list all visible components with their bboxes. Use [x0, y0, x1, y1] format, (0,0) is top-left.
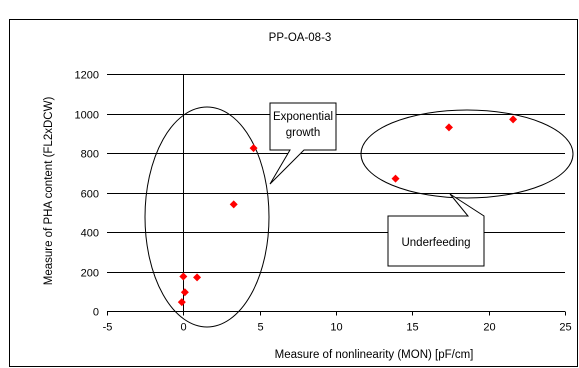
- chart-title: PP-OA-08-3: [269, 32, 332, 44]
- x-tick-labels: -5 0 5 10 15 20 25: [103, 322, 572, 334]
- axes: [107, 74, 566, 316]
- y-tick-label: 0: [93, 307, 99, 319]
- y-tick-label: 600: [81, 189, 99, 201]
- data-point: [180, 288, 189, 297]
- y-axis-label: Measure of PHA content (FL2xDCW): [43, 97, 55, 286]
- data-point: [249, 144, 258, 153]
- data-point: [229, 200, 238, 209]
- x-tick-label: 20: [483, 322, 495, 334]
- y-tick-label: 200: [81, 268, 99, 280]
- data-point: [193, 273, 202, 282]
- underfeeding-callout-text: Underfeeding: [401, 237, 470, 249]
- x-tick-label: 0: [180, 322, 186, 334]
- x-tick-label: 25: [559, 322, 571, 334]
- data-point: [391, 174, 400, 183]
- underfeeding-callout: [387, 193, 485, 267]
- growth-ellipse: [144, 106, 270, 328]
- y-tick-label: 400: [81, 228, 99, 240]
- y-tick-label: 800: [81, 149, 99, 161]
- data-points: [177, 115, 518, 307]
- y-tick-labels: 0 200 400 600 800 1000 1200: [75, 70, 99, 319]
- growth-callout-line-2: growth: [286, 127, 321, 139]
- x-tick-label: 15: [406, 322, 418, 334]
- y-tick-label: 1200: [75, 70, 99, 82]
- growth-callout-line-1: Exponential: [273, 111, 333, 123]
- x-tick-label: -5: [103, 322, 113, 334]
- x-axis-label: Measure of nonlinearity (MON) [pF/cm]: [275, 349, 474, 361]
- underfeeding-ellipse: [360, 109, 574, 199]
- y-tick-label: 1000: [75, 110, 99, 122]
- growth-callout: [269, 102, 337, 185]
- data-point: [177, 298, 186, 307]
- data-point: [179, 272, 188, 281]
- data-point: [444, 123, 453, 132]
- x-tick-label: 10: [330, 322, 342, 334]
- data-point: [509, 115, 518, 124]
- x-tick-label: 5: [257, 322, 263, 334]
